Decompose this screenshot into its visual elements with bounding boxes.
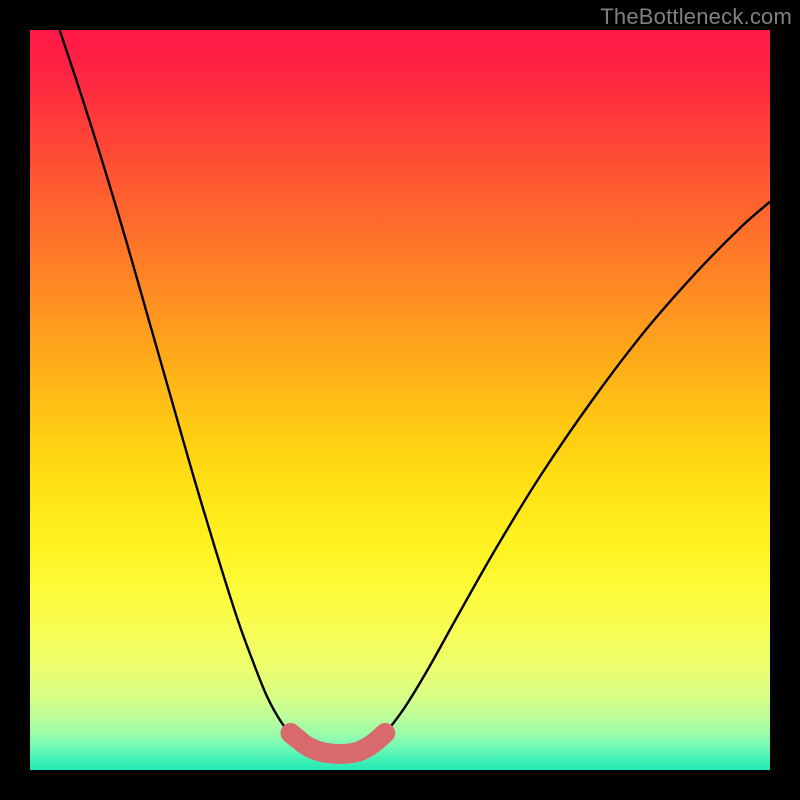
bottleneck-curve-chart (0, 0, 800, 800)
plot-background (30, 30, 770, 770)
chart-container: TheBottleneck.com (0, 0, 800, 800)
watermark-label: TheBottleneck.com (600, 4, 792, 30)
